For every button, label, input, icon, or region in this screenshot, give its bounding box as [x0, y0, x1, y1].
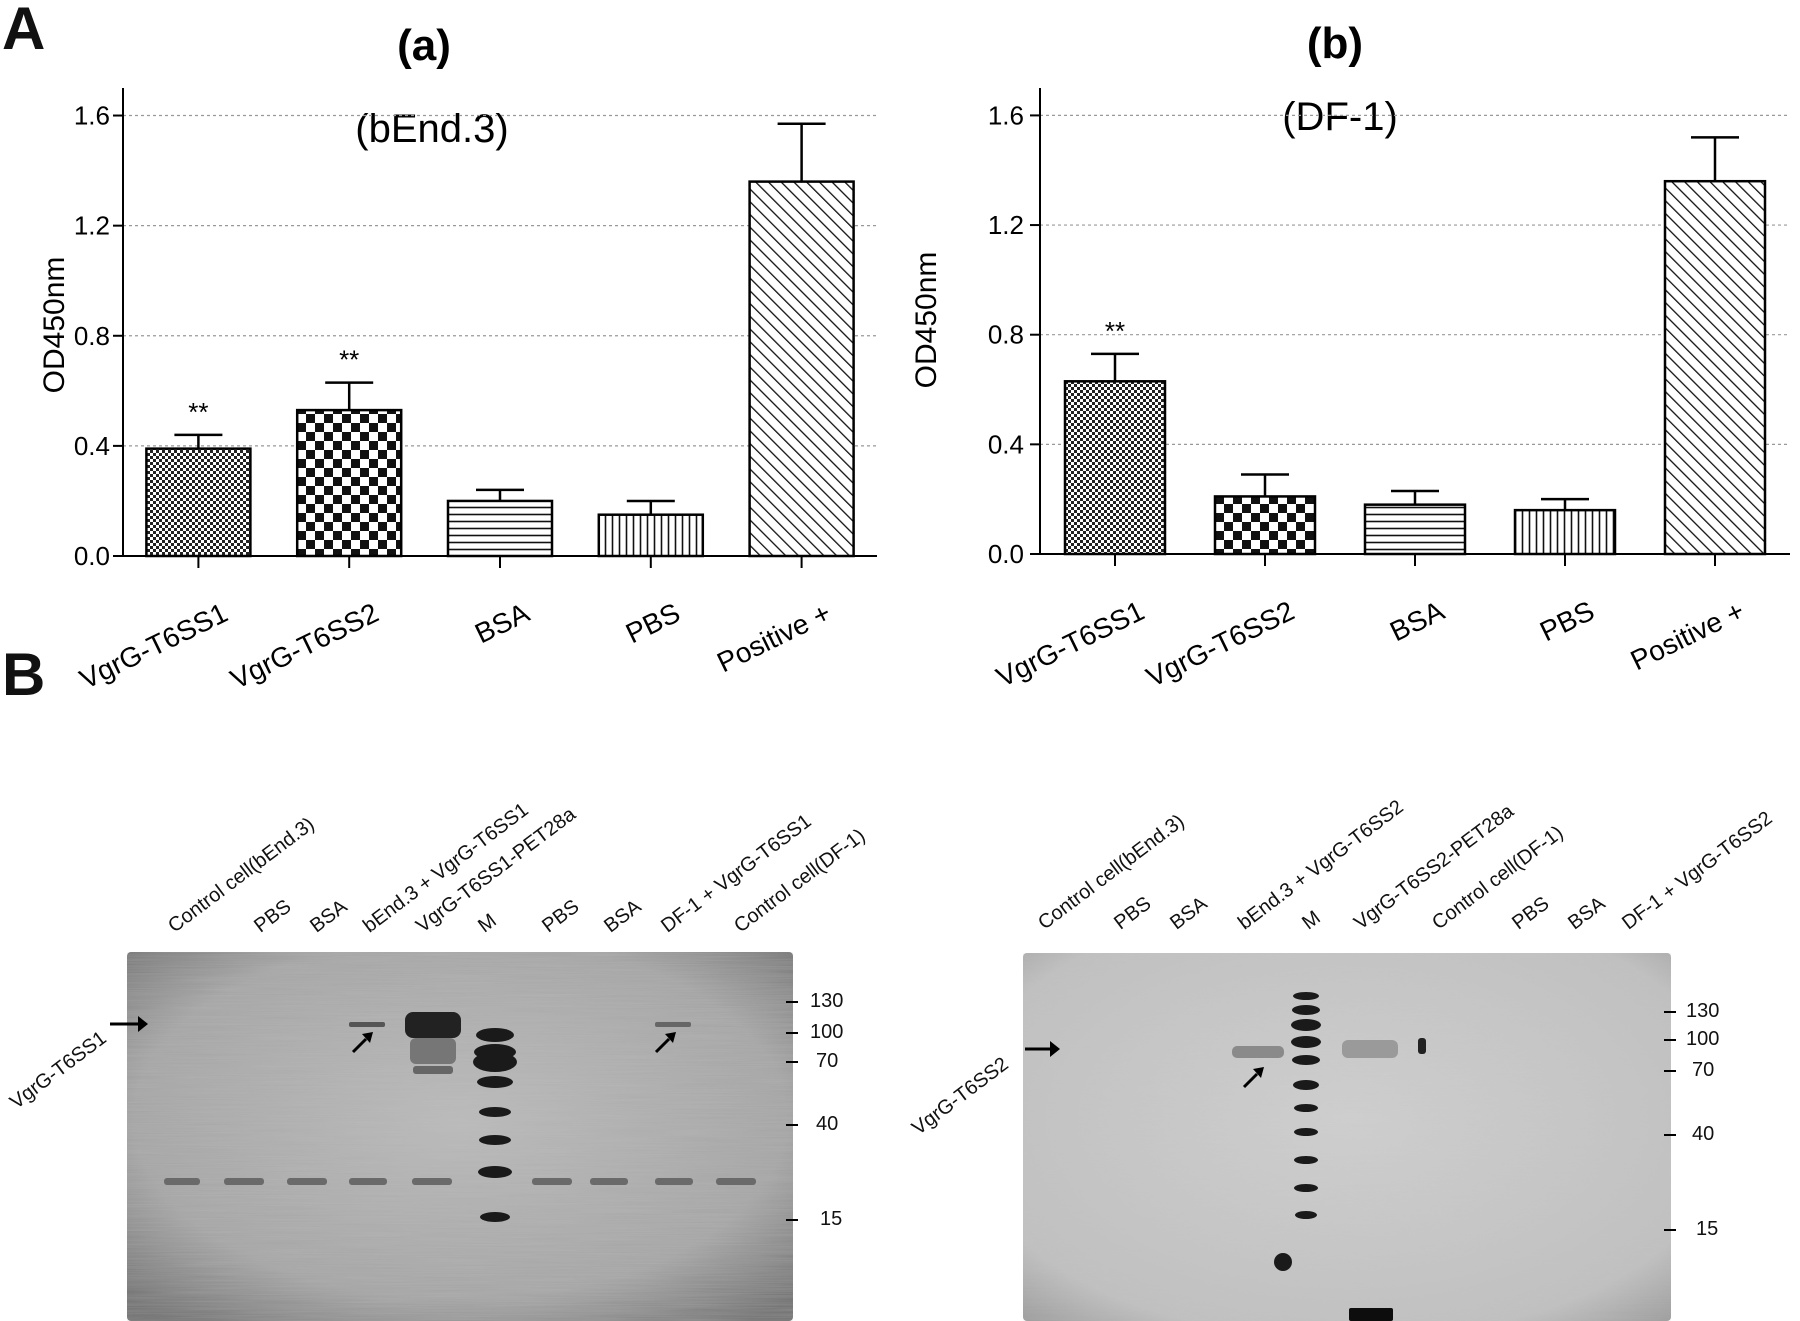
y-tick-label: 0.0 — [74, 541, 110, 571]
gel-2-mw-label: 15 — [1696, 1218, 1719, 1240]
chart-b-title: (DF-1) — [1282, 95, 1398, 139]
gel-2-mw-label: 70 — [1692, 1059, 1715, 1081]
gel-2-band-bend3 — [1232, 1046, 1284, 1058]
bar-vgrg-t6ss1 — [1063, 380, 1167, 556]
chart-a: (a) (bEnd.3) OD450nm 0.0 0.4 0.8 1.2 1.6 ** *… — [38, 21, 877, 695]
y-tick-label: 1.6 — [74, 101, 110, 131]
category-label: Positive + — [712, 597, 835, 678]
bar-positive — [1663, 179, 1767, 556]
gel-2-dark-spot — [1418, 1038, 1426, 1054]
gel-1-mw-label: 15 — [820, 1208, 843, 1230]
category-label: Positive + — [1626, 595, 1749, 676]
gel-1-ladder — [473, 1028, 517, 1222]
gel-2-mw-ticks — [1664, 1011, 1676, 1231]
gel-1-low-bands — [164, 1178, 756, 1185]
category-label: VgrG-T6SS1 — [991, 595, 1149, 693]
gel-2-texture — [1023, 953, 1671, 1321]
bar-bsa — [1363, 503, 1467, 556]
y-tick-label: 0.8 — [988, 320, 1024, 350]
category-label: PBS — [621, 597, 685, 649]
panel-a-letter: A — [2, 0, 46, 62]
bar-vgrg-t6ss1 — [145, 447, 252, 558]
significance-label: ** — [339, 345, 359, 375]
bar-vgrg-t6ss2 — [295, 408, 403, 558]
gel-1-texture — [127, 952, 793, 1321]
category-label: BSA — [470, 597, 534, 650]
panel-b-letter: B — [2, 641, 46, 708]
gel-1-band-df1 — [655, 1022, 691, 1027]
bar-pbs — [1513, 508, 1617, 556]
bar-bsa — [446, 499, 554, 558]
chart-b-panel-label: (b) — [1307, 19, 1363, 68]
gel-1-mw-label: 70 — [816, 1050, 839, 1072]
chart-a-title: (bEnd.3) — [355, 107, 508, 151]
gel-2-small-arrow-icon — [1242, 1067, 1264, 1089]
bar-vgrg-t6ss2 — [1213, 495, 1317, 556]
chart-a-panel-label: (a) — [397, 21, 451, 70]
gel-1-small-arrow-2-icon — [654, 1032, 676, 1054]
chart-b-ylabel: OD450nm — [910, 252, 943, 389]
gel-1-mw-label: 130 — [810, 990, 844, 1012]
gel-1-mw-ticks — [786, 1001, 798, 1221]
gel-1-mw-label: 100 — [810, 1021, 844, 1043]
gel-2-ladder — [1274, 992, 1321, 1271]
gel-2-mw-label: 130 — [1686, 1000, 1720, 1022]
category-label: PBS — [1535, 595, 1599, 647]
category-label: VgrG-T6SS1 — [75, 597, 233, 695]
significance-label: ** — [188, 397, 208, 427]
significance-label: ** — [1105, 316, 1125, 346]
category-label: VgrG-T6SS2 — [226, 597, 384, 695]
bar-positive — [748, 180, 855, 558]
gel-2-mw-label: 100 — [1686, 1028, 1720, 1050]
gel-1-band-bend3 — [349, 1022, 385, 1027]
gel-2-arrow-icon — [1025, 1041, 1060, 1057]
gel-1-purified-band — [405, 1012, 461, 1074]
y-tick-label: 0.8 — [74, 321, 110, 351]
y-tick-label: 0.4 — [74, 431, 110, 461]
category-label: BSA — [1385, 595, 1449, 648]
gel-1 — [110, 952, 798, 1321]
chart-b: (b) (DF-1) OD450nm 0.0 0.4 0.8 1.2 1.6 ** Vg… — [910, 19, 1790, 693]
y-tick-label: 0.0 — [988, 539, 1024, 569]
bar-pbs — [597, 513, 705, 558]
y-tick-label: 1.2 — [74, 211, 110, 241]
y-tick-label: 1.2 — [988, 210, 1024, 240]
gel-2 — [1023, 953, 1676, 1321]
gel-1-small-arrow-icon — [351, 1032, 373, 1054]
chart-a-ylabel: OD450nm — [38, 257, 71, 394]
y-tick-label: 0.4 — [988, 429, 1024, 459]
gel-1-mw-label: 40 — [816, 1113, 839, 1135]
gel-2-band-purified — [1342, 1040, 1398, 1058]
gel-1-arrow-icon — [110, 1016, 148, 1032]
category-label: VgrG-T6SS2 — [1141, 595, 1299, 693]
gel-2-mw-label: 40 — [1692, 1123, 1715, 1145]
y-tick-label: 1.6 — [988, 100, 1024, 130]
gel-2-bottom-blot — [1349, 1308, 1393, 1321]
